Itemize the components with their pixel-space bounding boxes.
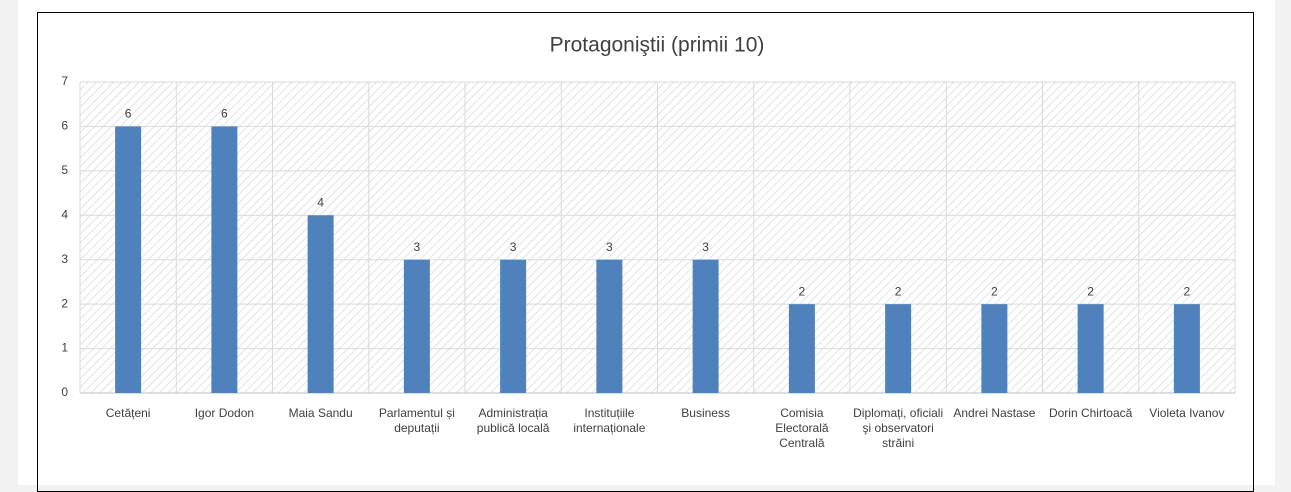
y-tick-label: 6 [61, 119, 68, 133]
data-label: 2 [895, 284, 902, 298]
y-tick-label: 0 [61, 385, 68, 399]
x-tick-label: Maia Sandu [288, 406, 353, 420]
x-tick-label: Diplomați, oficiali şi observatori străi… [853, 406, 944, 450]
bar [211, 126, 238, 393]
bar [500, 259, 527, 393]
x-tick-label: Administrația publică locală [476, 406, 550, 435]
x-tick-label: Instituțiile internaționale [573, 406, 646, 435]
bar [885, 304, 912, 393]
bar [788, 304, 815, 393]
data-label: 3 [510, 240, 517, 254]
y-tick-label: 3 [61, 252, 68, 266]
y-tick-label: 2 [61, 296, 68, 310]
x-tick-label: Comisia Electorală Centrală [775, 406, 829, 450]
bar [692, 259, 719, 393]
y-tick-label: 4 [61, 207, 68, 221]
bar [403, 259, 430, 393]
data-label: 3 [702, 240, 709, 254]
bar [307, 215, 334, 393]
y-tick-label: 7 [61, 74, 68, 88]
y-tick-label: 5 [61, 163, 68, 177]
data-label: 2 [991, 284, 998, 298]
bar [981, 304, 1008, 393]
bar [115, 126, 142, 393]
x-tick-label: Andrei Nastase [953, 406, 1036, 420]
data-label: 6 [221, 107, 228, 121]
x-tick-label: Cetățeni [105, 406, 151, 420]
data-label: 3 [414, 240, 421, 254]
data-label: 6 [125, 107, 132, 121]
x-tick-label: Business [681, 406, 730, 420]
data-label: 2 [1087, 284, 1094, 298]
data-label: 2 [799, 284, 806, 298]
bar [596, 259, 623, 393]
x-tick-label: Dorin Chirtoacă [1048, 406, 1133, 420]
data-label: 3 [606, 240, 613, 254]
y-tick-label: 1 [61, 341, 68, 355]
bar [1173, 304, 1200, 393]
x-tick-label: Igor Dodon [194, 406, 255, 420]
data-label: 2 [1184, 284, 1191, 298]
data-label: 4 [317, 195, 324, 209]
chart-title: Protagoniştii (primii 10) [550, 34, 765, 57]
x-tick-label: Violeta Ivanov [1149, 406, 1225, 420]
x-tick-label: Parlamentul și deputații [378, 406, 455, 435]
bar [1077, 304, 1104, 393]
